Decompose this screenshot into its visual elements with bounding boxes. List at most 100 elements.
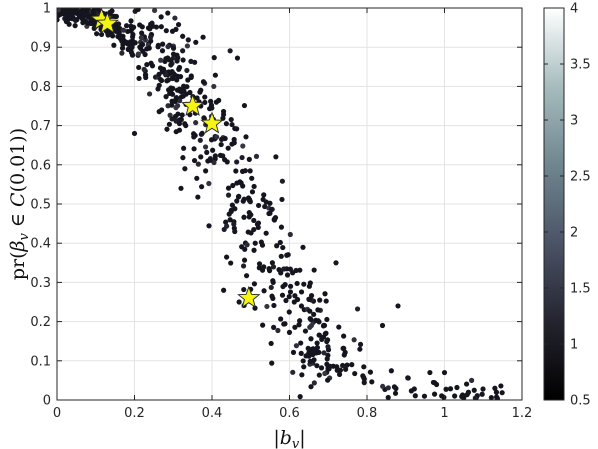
data-point [199,184,205,190]
data-point [293,343,300,349]
data-point [421,393,428,399]
data-point [137,22,143,28]
data-point [221,226,227,233]
data-point [197,89,203,95]
data-point [278,316,284,322]
data-point [284,252,290,258]
data-point [341,352,347,358]
data-point [357,341,364,348]
data-point [234,55,241,61]
data-point [336,324,342,330]
data-point [84,12,90,18]
data-point [268,284,274,291]
data-point [191,134,197,140]
data-point [234,198,240,204]
y-tick-label: 0.8 [30,80,51,95]
data-point [224,254,230,260]
data-point [294,296,301,303]
data-point [341,333,347,339]
data-point [412,393,418,399]
data-point [208,98,214,104]
highlight-star [200,111,224,134]
data-point [188,58,194,64]
data-point [223,219,229,225]
data-point [315,307,321,313]
data-point [223,121,229,127]
data-point [207,157,213,163]
data-point [210,147,216,153]
data-point [204,149,210,155]
data-point [498,383,504,389]
data-point [212,153,218,159]
data-point [169,75,176,82]
data-point [229,121,235,128]
data-point [147,34,154,40]
colorbar-tick-label: 2.5 [570,170,591,185]
data-point [180,87,186,93]
data-point [322,370,328,377]
data-point [263,199,269,205]
data-point [308,336,314,342]
data-point [336,371,343,378]
data-point [239,244,245,250]
data-point [277,239,283,246]
data-point [252,240,258,246]
data-point [194,175,200,181]
data-point [300,244,306,250]
highlight-star [95,11,120,34]
data-point [279,178,285,184]
data-point [256,261,263,267]
y-tick-label: 0.7 [30,119,51,134]
data-point [311,380,317,386]
y-tick-label: 0.1 [30,354,51,369]
data-point [273,154,279,160]
data-point [201,115,207,121]
data-point [251,247,257,253]
data-point [286,293,292,300]
x-tick-label: 1.2 [512,406,533,421]
data-point [173,26,179,32]
data-point [94,31,100,37]
data-point [220,115,226,121]
y-tick-label: 0.9 [30,41,51,56]
data-point [235,194,242,200]
data-point [286,309,292,315]
data-point [225,145,231,151]
data-point [111,42,117,48]
data-point [169,91,176,97]
data-point [191,157,198,164]
data-point [169,102,175,108]
data-point [281,321,287,327]
data-point [225,185,232,191]
data-point [74,17,80,23]
data-point [198,131,204,137]
data-point [323,298,329,304]
data-point [494,395,501,400]
data-point [228,208,234,215]
data-point [452,393,458,399]
data-point [246,156,252,162]
data-point [191,146,197,152]
data-point [298,303,305,309]
data-point [306,296,312,303]
data-point [479,391,485,397]
data-point [267,268,273,274]
data-point [392,390,399,396]
data-point [180,33,186,39]
x-tick-label: 0.4 [202,406,223,421]
data-point [283,297,289,304]
grid [57,8,522,400]
data-point [298,289,305,295]
data-point [119,45,126,51]
data-point [351,337,357,343]
data-point [158,24,164,30]
data-point [129,34,136,40]
data-point [72,23,78,29]
data-point [488,395,494,400]
data-point [152,8,158,14]
y-tick-label: 0.4 [30,237,51,252]
data-point [229,202,235,208]
data-point [430,379,437,386]
data-point [281,266,287,272]
